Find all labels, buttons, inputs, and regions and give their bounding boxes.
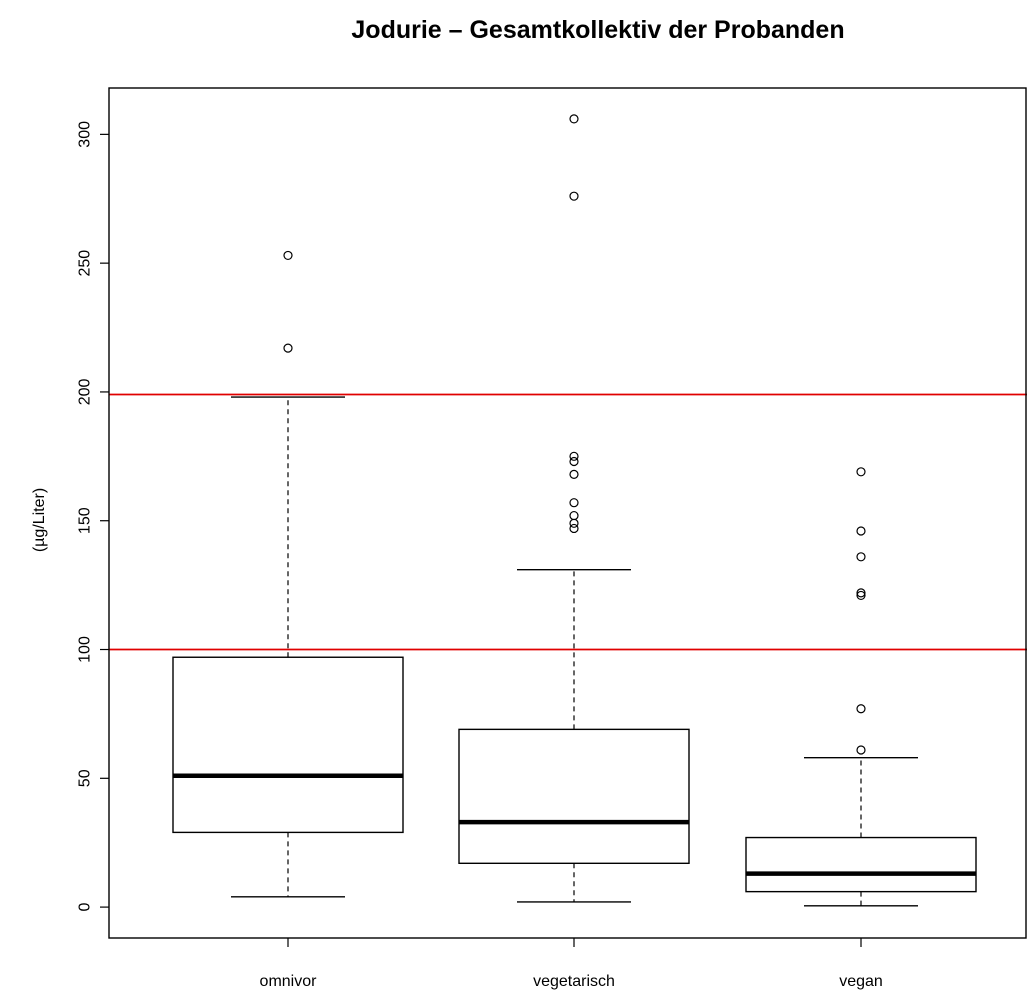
- y-tick-label: 200: [77, 378, 94, 405]
- outlier-point: [856, 552, 866, 562]
- outlier-point: [569, 114, 579, 124]
- box-group-vegan: [745, 467, 977, 907]
- outlier-point: [569, 451, 579, 461]
- y-tick-label: 300: [77, 121, 94, 148]
- x-tick-label: vegan: [839, 973, 883, 990]
- outlier-point: [283, 250, 293, 261]
- plot-layer: 0 50 100 150 200 250 300 omnivor vegetarisch vega…: [77, 87, 1027, 990]
- outlier-point: [856, 745, 866, 755]
- x-tick-label: vegetarisch: [533, 973, 615, 990]
- outlier-point: [569, 498, 579, 508]
- y-axis-label: (µg/Liter): [31, 488, 48, 552]
- outlier-point: [856, 704, 866, 714]
- x-tick-label: omnivor: [260, 973, 318, 990]
- iqr-box: [745, 836, 977, 893]
- outlier-point: [569, 518, 579, 528]
- outlier-point: [856, 526, 866, 536]
- outlier-point: [569, 510, 579, 521]
- y-tick-label: 250: [77, 250, 94, 277]
- outlier-point: [569, 469, 579, 479]
- box-group-omnivor: [172, 250, 404, 898]
- iqr-box: [458, 728, 690, 865]
- outlier-point: [569, 523, 579, 534]
- outlier-point: [856, 590, 866, 601]
- y-tick-label: 100: [77, 636, 94, 663]
- y-tick-label: 150: [77, 507, 94, 534]
- outlier-point: [569, 456, 579, 467]
- iqr-box: [172, 656, 404, 834]
- y-tick-label: 50: [77, 769, 94, 787]
- y-tick-label: 0: [77, 903, 94, 912]
- box-group-vegetarisch: [458, 114, 690, 903]
- outlier-point: [856, 588, 866, 598]
- outlier-point: [569, 191, 579, 201]
- outlier-point: [856, 467, 866, 477]
- outlier-point: [283, 343, 293, 353]
- plot-frame: [108, 87, 1027, 939]
- chart-title: Jodurie – Gesamtkollektiv der Probanden: [351, 16, 844, 44]
